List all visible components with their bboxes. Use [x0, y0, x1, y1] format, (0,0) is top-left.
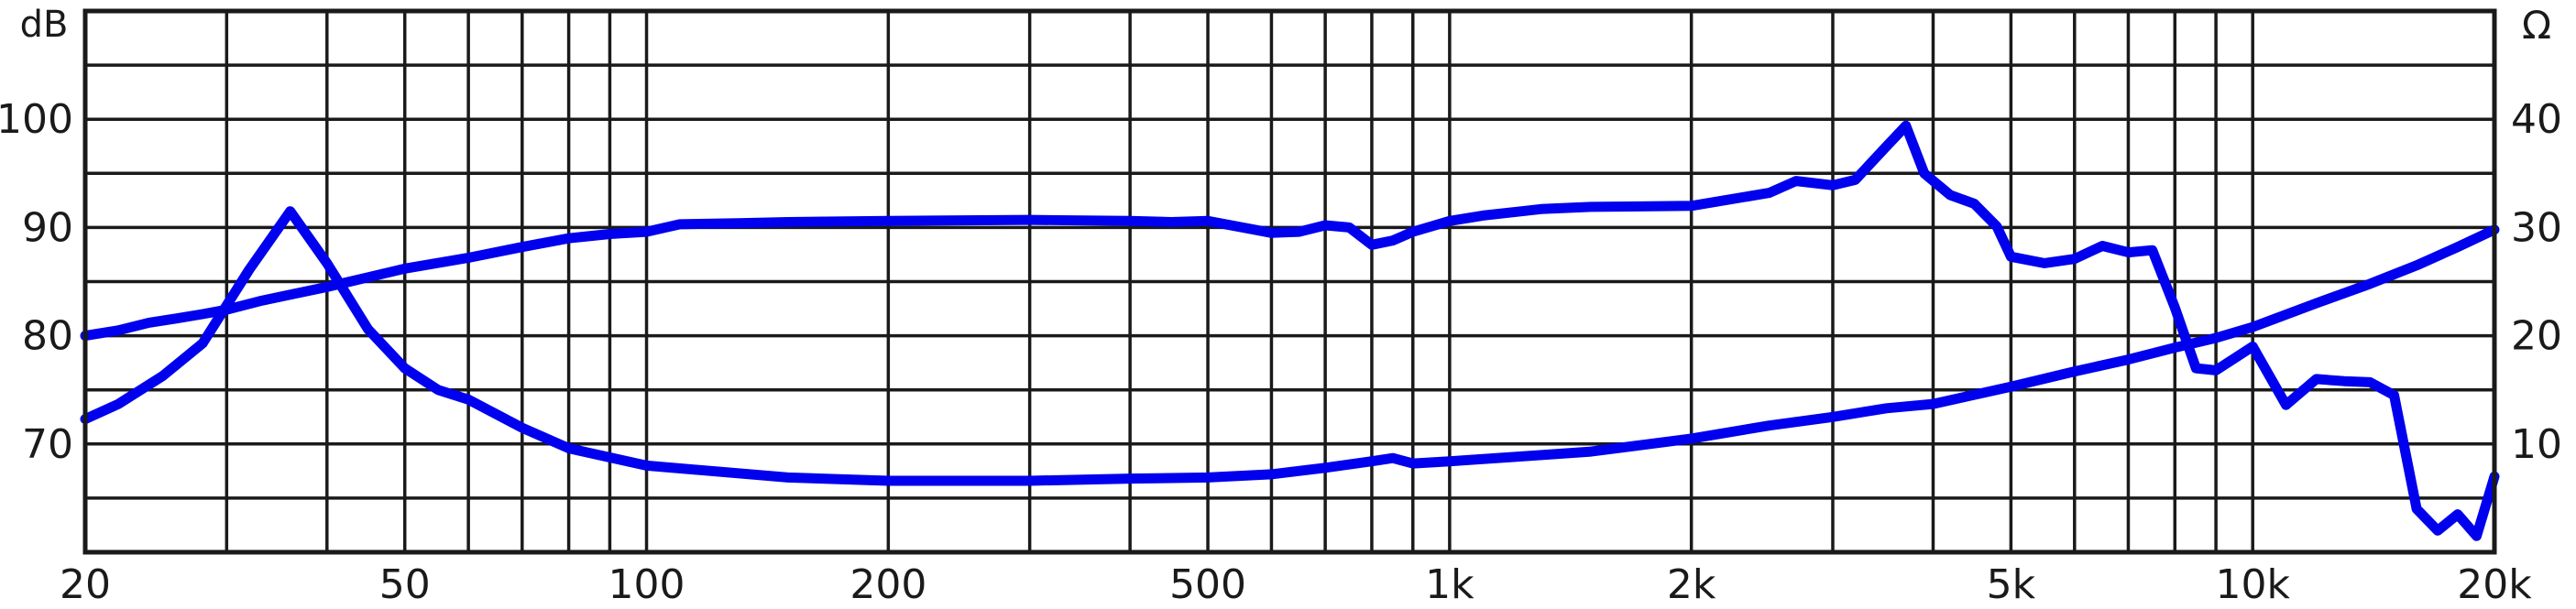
left-unit-label: dB — [20, 4, 69, 46]
right-unit-label: Ω — [2522, 3, 2551, 48]
plot-frame — [82, 8, 2497, 555]
x-tick-label: 5k — [1987, 561, 2036, 608]
right-tick-label: 20 — [2511, 313, 2562, 360]
x-tick-label: 2k — [1667, 561, 1716, 608]
plot-border — [82, 8, 2497, 555]
x-tick-label: 100 — [608, 561, 685, 608]
left-tick-label: 70 — [22, 421, 73, 468]
spl-curve — [80, 120, 2500, 541]
x-tick-label: 1k — [1425, 561, 1474, 608]
left-tick-label: 80 — [22, 313, 73, 360]
x-tick-label: 200 — [850, 561, 926, 608]
left-tick-label: 90 — [22, 204, 73, 251]
impedance-curve — [80, 206, 2500, 486]
x-tick-label: 50 — [379, 561, 431, 608]
x-tick-label: 20k — [2457, 561, 2532, 608]
right-tick-label: 30 — [2511, 204, 2562, 251]
left-tick-label: 100 — [0, 96, 73, 143]
x-tick-label: 10k — [2215, 561, 2290, 608]
series-layer — [80, 120, 2500, 541]
x-tick-label: 500 — [1169, 561, 1246, 608]
right-tick-label: 40 — [2511, 96, 2562, 143]
grid-lines — [85, 11, 2494, 552]
axis-labels: dB Ω 20 50 100 200 500 1k 2k 5k 10k 20k 70 80 90 100 1… — [0, 3, 2562, 608]
x-tick-label: 20 — [60, 561, 111, 608]
right-tick-label: 10 — [2511, 421, 2562, 468]
